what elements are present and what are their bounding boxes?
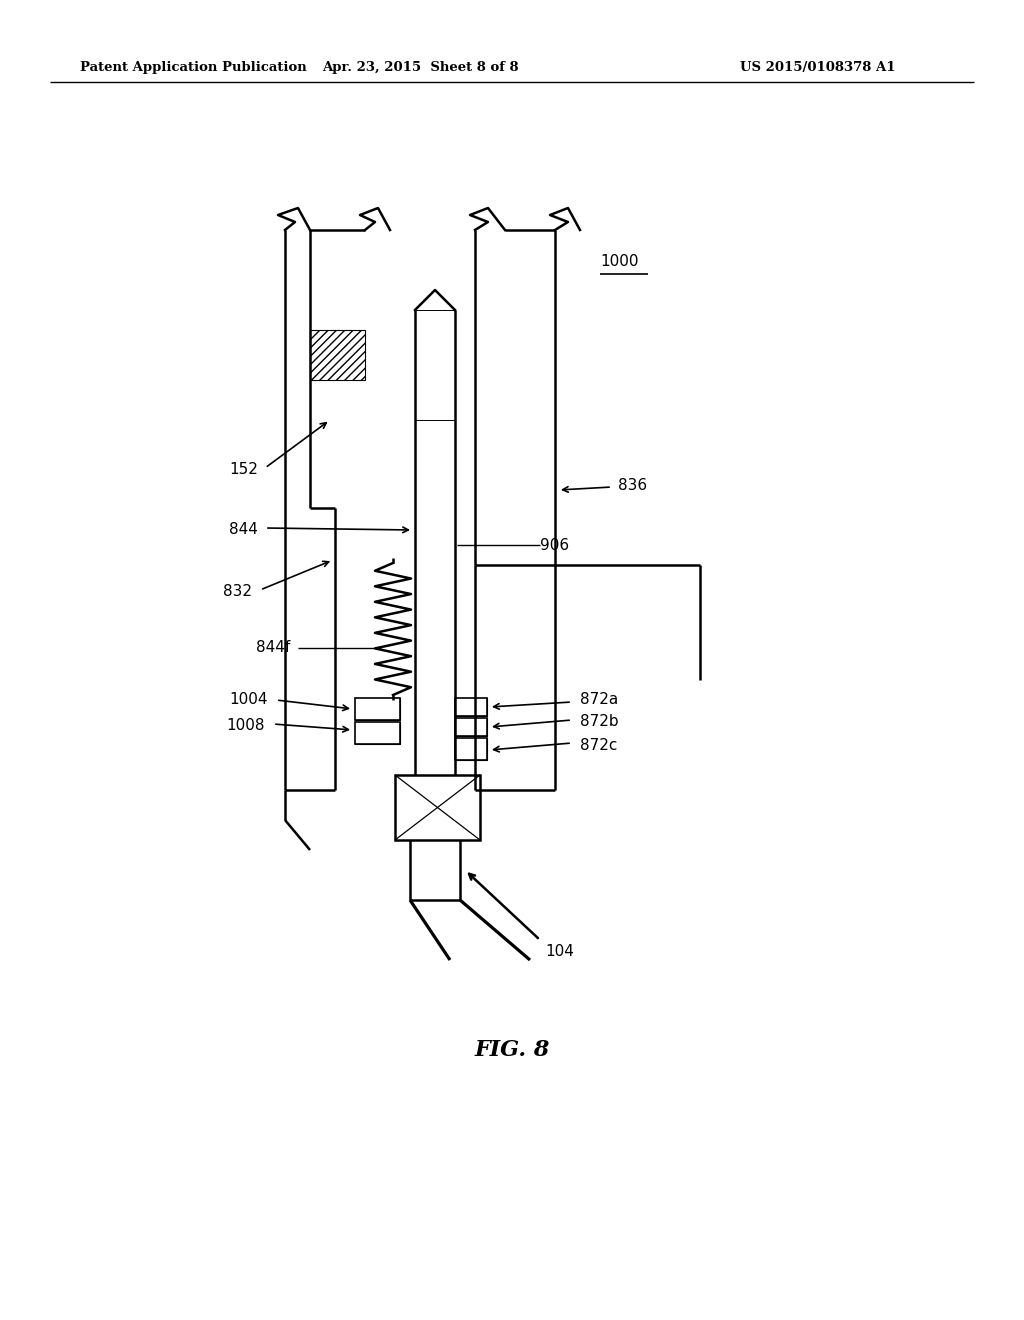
Text: FIG. 8: FIG. 8 xyxy=(474,1039,550,1061)
Text: 844f: 844f xyxy=(256,640,290,656)
Text: 836: 836 xyxy=(618,478,647,492)
Bar xyxy=(455,738,487,760)
Bar xyxy=(455,738,487,760)
Text: 1004: 1004 xyxy=(229,693,268,708)
Text: 906: 906 xyxy=(540,537,569,553)
Text: 152: 152 xyxy=(229,462,258,478)
Bar xyxy=(415,310,455,420)
Bar xyxy=(455,718,487,737)
Text: 872c: 872c xyxy=(580,738,617,752)
Bar xyxy=(355,698,400,719)
Bar xyxy=(455,698,487,715)
Text: 832: 832 xyxy=(223,585,252,599)
Text: 844: 844 xyxy=(229,523,258,537)
Bar xyxy=(355,722,400,744)
Bar xyxy=(310,330,365,380)
Bar xyxy=(355,698,400,719)
Text: 872a: 872a xyxy=(580,693,618,708)
Text: Patent Application Publication: Patent Application Publication xyxy=(80,62,307,74)
Bar xyxy=(455,698,487,715)
Bar xyxy=(455,718,487,737)
Text: 104: 104 xyxy=(545,945,573,960)
Text: 1000: 1000 xyxy=(600,255,639,269)
Text: Apr. 23, 2015  Sheet 8 of 8: Apr. 23, 2015 Sheet 8 of 8 xyxy=(322,62,518,74)
Text: 872b: 872b xyxy=(580,714,618,730)
Bar xyxy=(355,722,400,744)
Text: US 2015/0108378 A1: US 2015/0108378 A1 xyxy=(740,62,896,74)
Bar xyxy=(395,775,480,840)
Text: 1008: 1008 xyxy=(226,718,265,734)
